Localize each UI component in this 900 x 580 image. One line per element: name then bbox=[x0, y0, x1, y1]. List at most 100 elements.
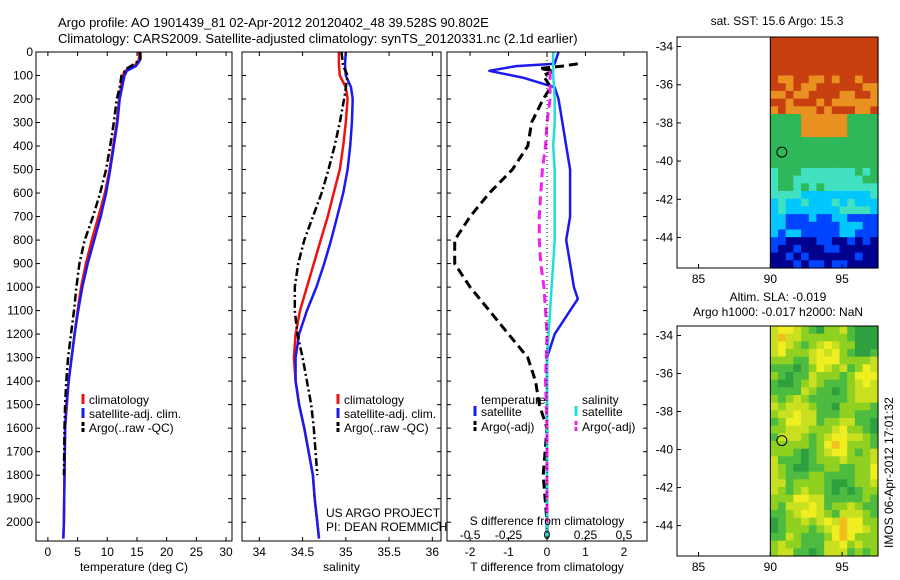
sla_map-cell bbox=[847, 418, 856, 427]
sla_map-cell bbox=[793, 433, 802, 442]
sst_map-cell bbox=[778, 137, 787, 146]
sst_map-cell bbox=[770, 44, 779, 53]
sst_map-cell bbox=[801, 229, 810, 238]
sla_map-cell bbox=[847, 456, 856, 465]
sla_map-cell bbox=[862, 548, 871, 557]
sst_map-cell bbox=[770, 121, 779, 130]
sla_map-cell bbox=[785, 410, 794, 419]
sst_map-cell bbox=[793, 67, 802, 77]
sst_map-cell bbox=[847, 137, 856, 146]
sst_map-cell bbox=[793, 114, 802, 123]
sla_map-cell bbox=[870, 364, 879, 373]
sla_map-cell bbox=[816, 540, 825, 549]
sst_map-cell bbox=[816, 75, 825, 84]
sst_map-cell bbox=[808, 75, 818, 84]
sst_map-cell bbox=[854, 152, 864, 161]
sla_map-cell bbox=[854, 425, 864, 434]
salinity-frame bbox=[241, 51, 442, 542]
sla_map-cell bbox=[785, 510, 794, 519]
sst_map-cell bbox=[847, 121, 856, 130]
sst_map-cell bbox=[862, 44, 871, 53]
temperature-xtick-label: 10 bbox=[101, 545, 115, 559]
sla_map-cell bbox=[839, 540, 848, 549]
sla_map-cell bbox=[808, 471, 818, 480]
salinity-xtick-label: 34.5 bbox=[291, 545, 315, 559]
sst_map-cell bbox=[785, 60, 794, 69]
sla_map-cell bbox=[793, 341, 802, 350]
sla_map-cell bbox=[808, 341, 818, 350]
sla_map-cell bbox=[831, 456, 841, 465]
sst_map-cell bbox=[778, 198, 787, 207]
sst_map-cell bbox=[770, 137, 779, 146]
sla_map-cell bbox=[770, 441, 779, 450]
sst_map-cell bbox=[854, 52, 864, 61]
sst_map-cell bbox=[793, 90, 802, 100]
sst_map-cell bbox=[816, 137, 825, 146]
sst_map-cell bbox=[870, 129, 879, 138]
salinity-series-climatology bbox=[292, 52, 349, 539]
sla_map-cell bbox=[816, 533, 825, 542]
sst_map-ytick-label: -36 bbox=[656, 78, 674, 92]
sla_map-cell bbox=[808, 464, 818, 473]
sla_map-cell bbox=[847, 525, 856, 534]
sst_map-cell bbox=[778, 160, 787, 169]
sla_map-cell bbox=[816, 448, 825, 457]
sla_map-cell bbox=[824, 387, 833, 396]
sst_map-cell bbox=[816, 121, 825, 130]
sst_map-cell bbox=[824, 114, 833, 123]
sla_map-xtick-label: 85 bbox=[692, 560, 706, 574]
sst_map-cell bbox=[854, 37, 864, 46]
temperature-ytick-label: 1100 bbox=[7, 304, 33, 318]
sla_map-cell bbox=[854, 379, 864, 388]
sla_map-cell bbox=[816, 479, 825, 488]
sla_map-cell bbox=[839, 333, 848, 342]
sla_map-cell bbox=[839, 548, 848, 557]
sla_map-cell bbox=[770, 464, 779, 473]
sst_map-cell bbox=[785, 237, 794, 246]
sst_map-cell bbox=[793, 75, 802, 84]
sla_map-cell bbox=[870, 548, 879, 557]
sst_map-cell bbox=[778, 114, 787, 123]
sst_map-cell bbox=[862, 214, 871, 223]
sla_map-cell bbox=[854, 487, 864, 496]
sla_map-cell bbox=[816, 548, 825, 557]
sla_map-cell bbox=[770, 372, 779, 381]
sla_map-argo-marker bbox=[776, 435, 788, 447]
sst_map-cell bbox=[801, 167, 810, 177]
sla_map-cell bbox=[778, 533, 787, 542]
sla_map-cell bbox=[801, 410, 810, 419]
sla_map-cell bbox=[770, 533, 779, 542]
sst_map-cell bbox=[839, 75, 848, 84]
sla_map-cell bbox=[808, 410, 818, 419]
difference-legend-label: Argo(-adj) bbox=[582, 420, 635, 434]
sla_map-cell bbox=[801, 433, 810, 442]
title-line-2: Climatology: CARS2009. Satellite-adjuste… bbox=[58, 31, 578, 46]
sla_map-cell bbox=[770, 525, 779, 534]
difference-legend-title-salinity: salinity bbox=[582, 393, 619, 407]
sla_map-cell bbox=[839, 487, 848, 496]
sst_map-cell bbox=[824, 206, 833, 215]
sla_map-cell bbox=[854, 341, 864, 350]
sla_map-cell bbox=[816, 341, 825, 350]
sst_map-cell bbox=[870, 75, 879, 84]
sst_map-cell bbox=[816, 260, 825, 269]
sst_map-cell bbox=[862, 60, 871, 69]
sst_map-cell bbox=[793, 214, 802, 223]
sla_map-cell bbox=[862, 487, 871, 496]
sla_map-cell bbox=[847, 517, 856, 526]
sla_map-cell bbox=[831, 418, 841, 427]
temperature-xlabel: temperature (deg C) bbox=[80, 560, 188, 574]
sla_map-cell bbox=[862, 433, 871, 442]
sla_map-cell bbox=[785, 533, 794, 542]
sst_map-cell bbox=[862, 191, 871, 200]
sst_map-cell bbox=[847, 144, 856, 154]
sla_map-cell bbox=[770, 540, 779, 549]
sst_map-cell bbox=[816, 252, 825, 261]
temperature-ytick-label: 500 bbox=[13, 163, 33, 177]
sst_map-cell bbox=[793, 221, 802, 231]
sla_map-cell bbox=[824, 326, 833, 335]
sla_map-cell bbox=[824, 441, 833, 450]
sst_map-cell bbox=[824, 260, 833, 269]
sla_map-cell bbox=[785, 464, 794, 473]
sla_map-cell bbox=[847, 433, 856, 442]
